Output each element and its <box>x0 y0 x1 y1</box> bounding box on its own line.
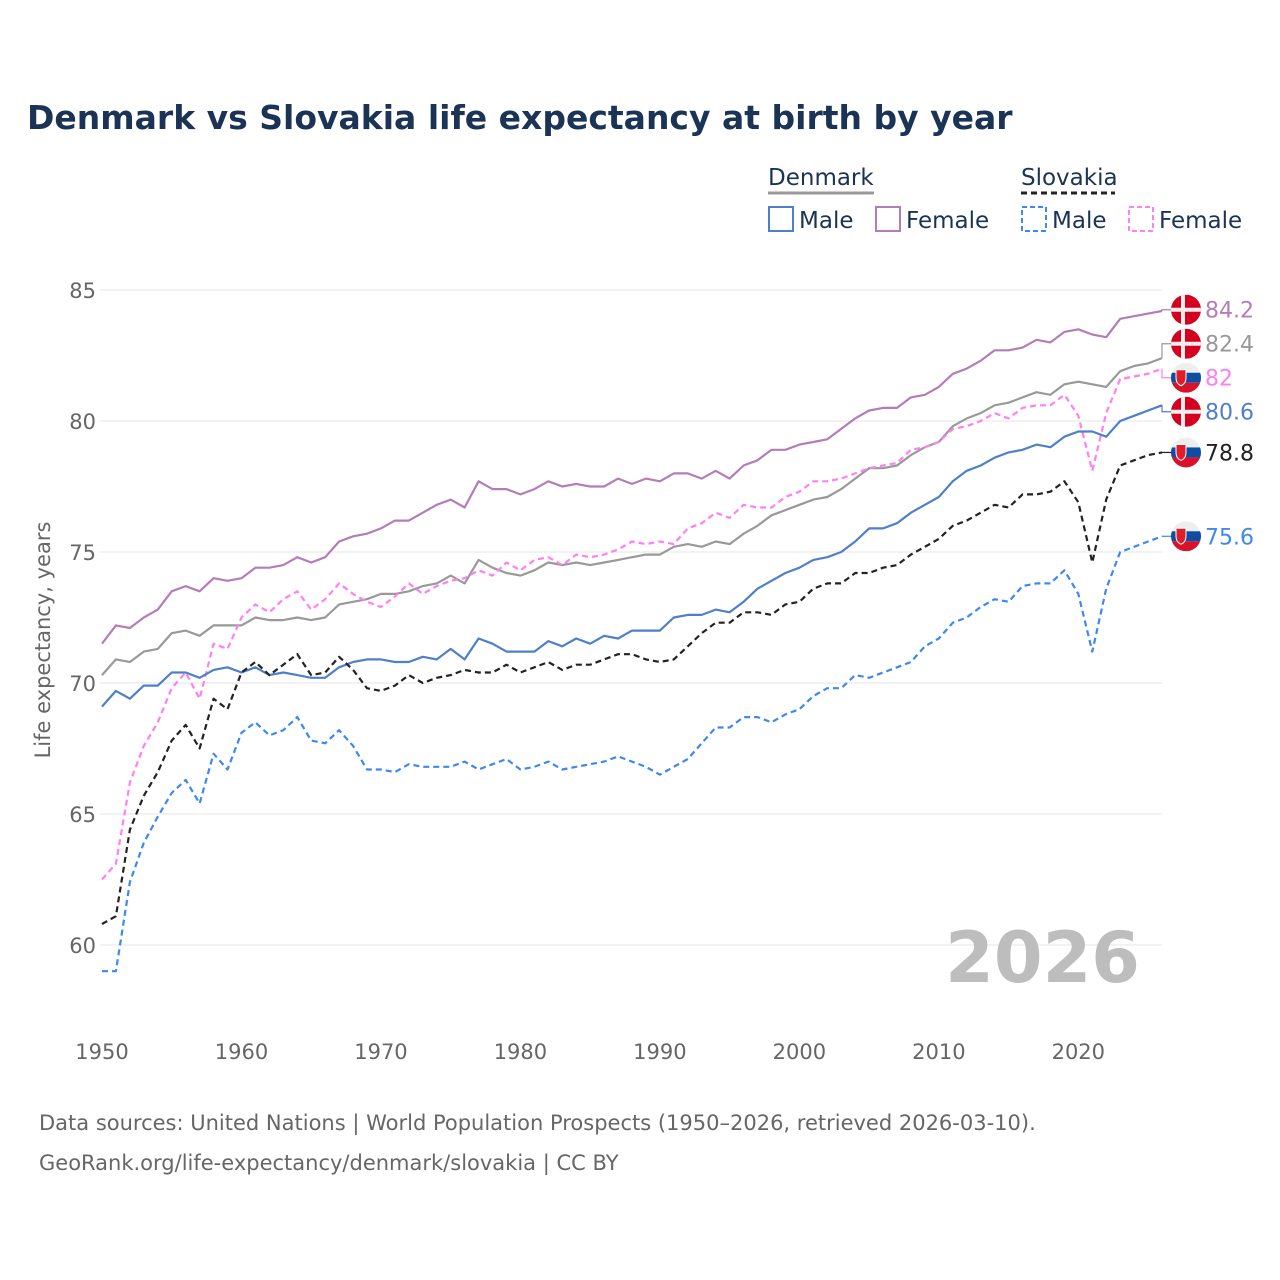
y-tick-label: 70 <box>69 672 96 696</box>
x-tick-label: 1980 <box>494 1040 547 1064</box>
legend-denmark-male-swatch[interactable] <box>768 206 794 232</box>
legend-denmark-female-swatch[interactable] <box>875 206 901 232</box>
gridlines <box>100 289 1162 946</box>
end-value-label: 82.4 <box>1205 333 1254 358</box>
series-line-slovakia <box>101 451 1163 925</box>
end-label-connector <box>1161 343 1172 359</box>
slovakia-flag-icon <box>1171 437 1201 468</box>
end-label-denmark: 82.4 <box>1161 328 1254 359</box>
end-label-connector <box>1161 368 1172 379</box>
x-tick-label: 1990 <box>633 1040 686 1064</box>
y-tick-label: 65 <box>69 803 96 827</box>
y-tick-label: 85 <box>69 279 96 303</box>
y-axis-label: Life expectancy, years <box>31 522 55 759</box>
y-tick-label: 60 <box>69 934 96 958</box>
legend-slovakia-female-label[interactable]: Female <box>1159 208 1242 234</box>
legend: Denmark Slovakia Male Female Male Female <box>768 165 1242 234</box>
series-line-denmark-female <box>101 309 1163 645</box>
series-line-slovakia-male <box>102 535 1163 973</box>
end-label-connector <box>1161 309 1172 311</box>
x-tick-label: 2000 <box>773 1040 826 1064</box>
legend-slovakia-female-swatch[interactable] <box>1128 206 1154 232</box>
end-label-denmark-female: 84.2 <box>1161 294 1254 325</box>
x-tick-label: 2010 <box>912 1040 965 1064</box>
denmark-flag-icon <box>1171 294 1201 325</box>
end-label-denmark-male: 80.6 <box>1161 396 1254 427</box>
end-value-label: 84.2 <box>1205 299 1254 324</box>
y-axis-ticks: 60 65 70 75 80 85 <box>69 279 96 958</box>
end-value-label: 80.6 <box>1205 401 1254 426</box>
year-watermark: 2026 <box>945 917 1140 999</box>
legend-denmark-female-label[interactable]: Female <box>906 208 989 234</box>
legend-group-slovakia: Slovakia <box>1021 165 1118 191</box>
denmark-flag-icon <box>1171 396 1201 427</box>
slovakia-flag-icon <box>1171 521 1201 552</box>
chart-title: Denmark vs Slovakia life expectancy at b… <box>27 98 1013 137</box>
end-value-label: 75.6 <box>1205 525 1254 550</box>
legend-slovakia-male-swatch[interactable] <box>1021 206 1047 232</box>
end-label-slovakia: 78.8 <box>1162 437 1254 468</box>
end-value-label: 78.8 <box>1205 441 1254 466</box>
end-label-slovakia-male: 75.6 <box>1162 521 1254 552</box>
series-line-slovakia-female <box>101 367 1163 881</box>
slovakia-flag-icon <box>1171 362 1201 393</box>
end-label-slovakia-female: 82 <box>1161 362 1233 393</box>
series-lines <box>101 309 1163 973</box>
series-line-denmark <box>101 357 1163 676</box>
end-value-label: 82 <box>1205 367 1233 392</box>
x-tick-label: 1960 <box>215 1040 268 1064</box>
legend-slovakia-male-label[interactable]: Male <box>1052 208 1106 234</box>
end-label-connector <box>1161 405 1172 413</box>
denmark-flag-icon <box>1171 328 1201 359</box>
legend-denmark-male-label[interactable]: Male <box>799 208 853 234</box>
y-tick-label: 80 <box>69 410 96 434</box>
footer-source: Data sources: United Nations | World Pop… <box>39 1111 1036 1136</box>
x-tick-label: 2020 <box>1052 1040 1105 1064</box>
x-tick-label: 1970 <box>354 1040 407 1064</box>
end-labels: 84.2 82.4 82 80.6 78.8 75.6 <box>1161 294 1254 552</box>
legend-group-denmark: Denmark <box>768 165 874 191</box>
y-tick-label: 75 <box>69 541 96 565</box>
x-axis-ticks: 1950 1960 1970 1980 1990 2000 2010 2020 <box>75 1040 1105 1064</box>
footer-link[interactable]: GeoRank.org/life-expectancy/denmark/slov… <box>39 1151 619 1176</box>
x-tick-label: 1950 <box>75 1040 128 1064</box>
series-line-denmark-male <box>101 404 1163 708</box>
